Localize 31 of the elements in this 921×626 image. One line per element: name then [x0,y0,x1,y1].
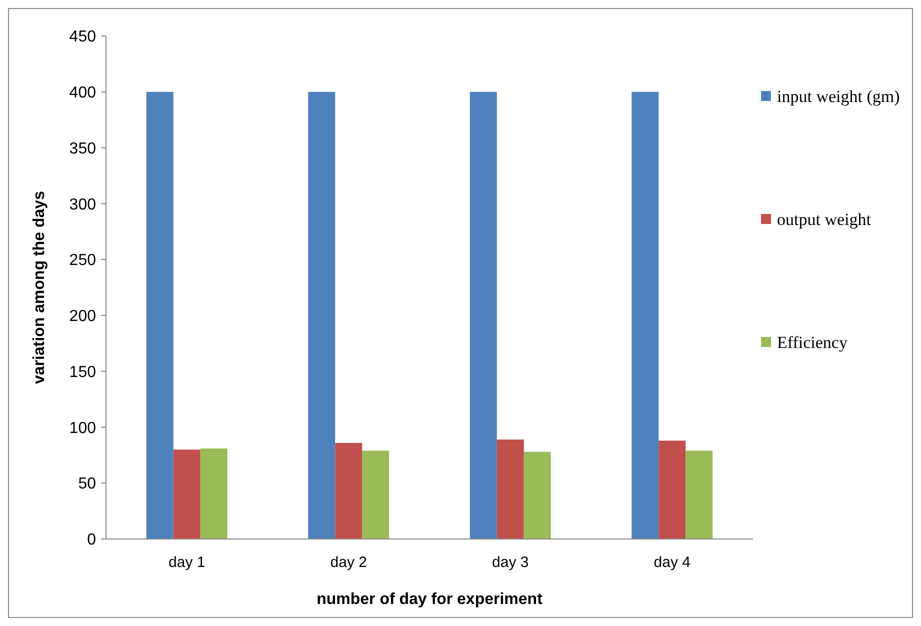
x-tick-label: day 1 [168,554,206,571]
bar [470,92,497,539]
bar [173,450,200,539]
bar [686,450,713,539]
y-tick-label: 200 [69,308,96,326]
bar [146,92,174,539]
y-tick-label: 250 [69,252,96,270]
y-tick-label: 400 [69,84,96,102]
bar [496,440,524,539]
y-tick-label: 350 [69,140,96,158]
bar [362,450,390,539]
bar [658,440,686,539]
y-tick-label: 450 [69,28,96,46]
bar [335,442,362,539]
y-tick-label: 100 [69,420,96,437]
bar [524,452,551,539]
y-tick-label: 150 [69,364,96,381]
y-tick-label: 300 [69,196,96,214]
bar [200,448,228,539]
legend-label: input weight (gm) [777,86,900,106]
y-axis-title: variation among the days [31,190,48,384]
x-tick-label: day 3 [492,554,529,571]
x-tick-label: day 2 [330,554,367,571]
x-axis-title: number of day for experiment [316,591,544,608]
legend-label: Efficiency [777,332,848,352]
legend-label: output weight [777,210,872,229]
y-tick-label: 0 [87,532,96,549]
y-tick-label: 50 [78,476,96,493]
bar [308,92,336,539]
x-tick-label: day 4 [654,554,690,571]
bar [632,92,659,539]
